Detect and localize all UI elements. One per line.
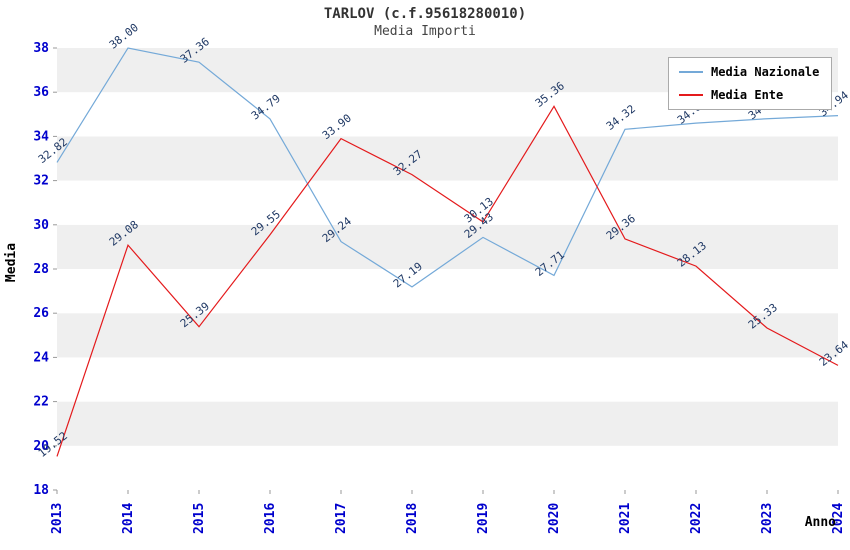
legend-label: Media Nazionale — [711, 65, 820, 79]
svg-text:22: 22 — [33, 395, 49, 410]
svg-text:2016: 2016 — [263, 503, 278, 534]
chart-title: TARLOV (c.f.95618280010) — [323, 6, 527, 22]
svg-text:2013: 2013 — [50, 503, 65, 534]
svg-text:2021: 2021 — [618, 503, 633, 534]
y-axis-label: Media — [4, 242, 20, 283]
legend-label: Media Ente — [711, 88, 784, 102]
svg-text:2020: 2020 — [547, 503, 562, 534]
svg-text:26: 26 — [33, 306, 49, 321]
svg-text:2015: 2015 — [192, 503, 207, 534]
svg-text:30: 30 — [33, 218, 49, 233]
svg-text:2024: 2024 — [831, 503, 846, 534]
svg-text:28: 28 — [33, 262, 49, 277]
svg-text:2023: 2023 — [760, 503, 775, 534]
legend-item-media-ente: Media Ente — [679, 88, 819, 102]
svg-text:2018: 2018 — [405, 503, 420, 534]
svg-text:32: 32 — [33, 174, 49, 189]
svg-text:18: 18 — [33, 483, 49, 498]
svg-text:24: 24 — [33, 350, 49, 365]
chart-subtitle: Media Importi — [374, 24, 476, 39]
chart-legend: Media Nazionale Media Ente — [668, 57, 833, 110]
svg-text:2017: 2017 — [334, 503, 349, 534]
svg-text:38.00: 38.00 — [107, 21, 141, 52]
svg-text:38: 38 — [33, 41, 49, 56]
svg-text:36: 36 — [33, 85, 49, 100]
svg-text:2019: 2019 — [476, 503, 491, 534]
svg-text:2014: 2014 — [121, 503, 136, 534]
legend-item-media-nazionale: Media Nazionale — [679, 65, 819, 79]
x-axis-label: Anno — [804, 515, 836, 530]
media-nazionale-line-swatch — [679, 71, 703, 73]
svg-text:20: 20 — [33, 439, 49, 454]
svg-text:34: 34 — [33, 129, 49, 144]
svg-text:2022: 2022 — [689, 503, 704, 534]
media-ente-line-swatch — [679, 94, 703, 96]
